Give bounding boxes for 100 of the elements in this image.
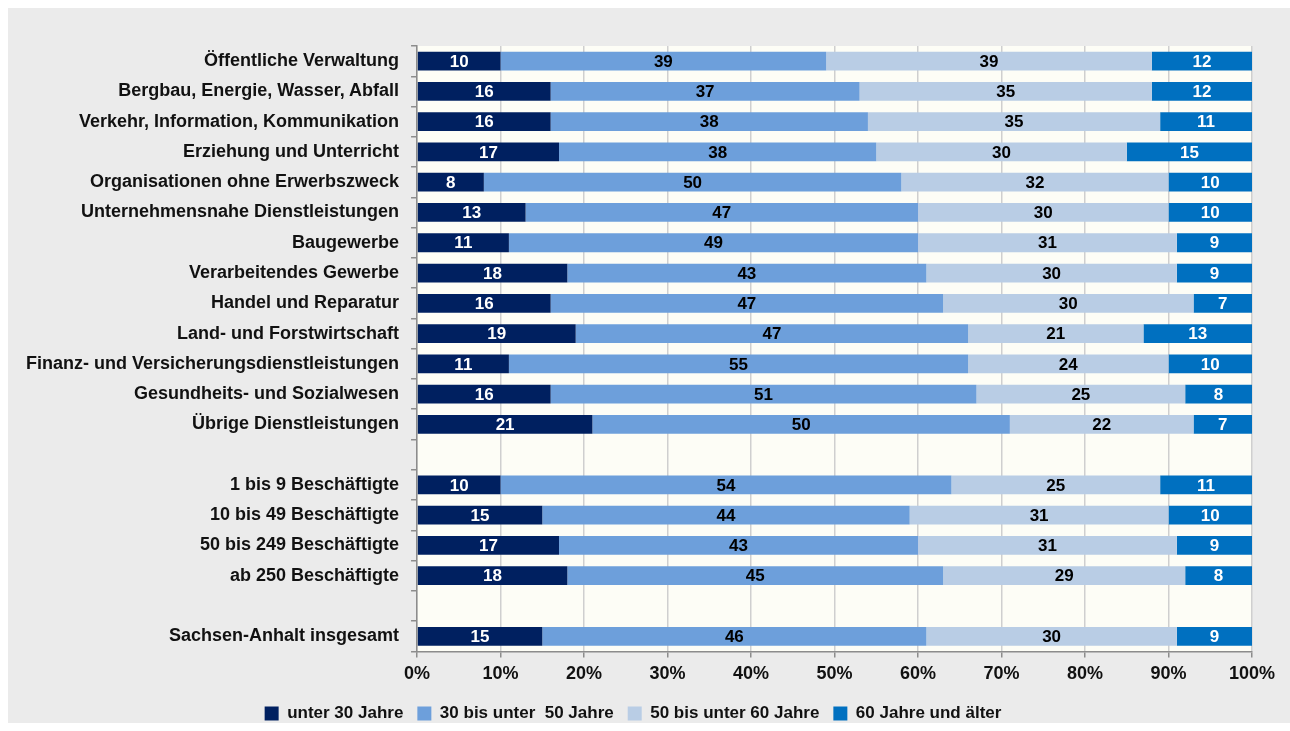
y-tick-label: Unternehmensnahe Dienstleistungen xyxy=(80,201,400,222)
data-label: 15 xyxy=(470,505,490,525)
bar xyxy=(1168,505,1252,525)
bar xyxy=(550,82,860,101)
bar xyxy=(943,293,1194,313)
bar xyxy=(592,414,1010,434)
legend-label: 30 bis unter 50 Jahre xyxy=(439,703,614,723)
data-label: 54 xyxy=(716,475,736,495)
data-label: 10 xyxy=(449,475,469,495)
bar xyxy=(567,263,927,283)
data-label: 12 xyxy=(1192,51,1212,71)
bar xyxy=(417,142,559,162)
data-label: 10 xyxy=(449,51,469,71)
x-tick-label: 30% xyxy=(649,663,686,684)
bar xyxy=(542,626,927,646)
bar xyxy=(1185,566,1252,586)
bar xyxy=(1151,51,1252,71)
bar xyxy=(542,505,910,525)
data-label: 18 xyxy=(483,263,503,283)
bar xyxy=(558,536,919,555)
bar xyxy=(1168,172,1252,192)
bar xyxy=(417,263,568,283)
legend-label: 60 Jahre und älter xyxy=(855,703,1002,723)
data-label: 24 xyxy=(1058,354,1079,374)
bar xyxy=(926,626,1177,646)
bar xyxy=(567,566,944,586)
data-label: 7 xyxy=(1218,415,1228,435)
data-label: 30 xyxy=(1042,626,1062,646)
data-label: 8 xyxy=(1213,566,1224,586)
bar xyxy=(1193,293,1252,313)
data-label: 31 xyxy=(1037,536,1057,556)
data-label: 10 xyxy=(1200,354,1220,374)
bar xyxy=(508,233,919,253)
x-tick-label: 60% xyxy=(900,663,937,684)
y-tick-label: Verarbeitendes Gewerbe xyxy=(188,261,400,282)
bar xyxy=(417,566,568,586)
data-label: 39 xyxy=(653,51,673,71)
data-label: 47 xyxy=(712,203,732,223)
legend-label: 50 bis unter 60 Jahre xyxy=(650,703,820,723)
y-tick-label: Übrige Dienstleistungen xyxy=(192,413,400,434)
data-label: 16 xyxy=(474,112,494,132)
data-label: 11 xyxy=(1197,475,1216,495)
data-label: 35 xyxy=(996,82,1016,102)
bar xyxy=(918,203,1169,222)
y-tick-label: Finanz- und Versicherungsdienstleistungen xyxy=(25,352,400,373)
data-label: 17 xyxy=(478,142,498,162)
y-tick-label: Organisationen ohne Erwerbszweck xyxy=(89,171,401,192)
bar xyxy=(417,172,484,192)
data-label: 13 xyxy=(1188,324,1208,344)
data-label: 30 xyxy=(992,142,1011,162)
x-tick-label: 70% xyxy=(983,663,1020,684)
data-label: 13 xyxy=(462,203,482,223)
data-label: 55 xyxy=(729,354,748,374)
bar xyxy=(417,536,559,555)
bar xyxy=(500,51,827,71)
y-tick-label: ab 250 Beschäftigte xyxy=(229,564,400,585)
bar xyxy=(867,112,1161,132)
bar xyxy=(1176,626,1252,646)
bar xyxy=(1168,354,1252,374)
bar xyxy=(417,324,576,343)
bar xyxy=(968,354,1169,374)
data-label: 37 xyxy=(695,82,715,102)
bar xyxy=(901,172,1169,192)
data-label: 43 xyxy=(729,536,748,556)
data-label: 38 xyxy=(699,112,719,132)
data-label: 25 xyxy=(1046,475,1066,495)
data-label: 9 xyxy=(1209,263,1220,283)
data-label: 47 xyxy=(737,293,757,313)
bar xyxy=(500,475,952,495)
bar xyxy=(1143,324,1252,343)
bar xyxy=(417,626,543,646)
bar xyxy=(1168,203,1252,222)
data-label: 38 xyxy=(708,142,728,162)
data-label: 39 xyxy=(979,51,999,71)
data-label: 10 xyxy=(1200,172,1220,192)
data-label: 21 xyxy=(495,415,515,435)
data-label: 31 xyxy=(1029,505,1049,525)
bar xyxy=(943,566,1186,586)
data-label: 44 xyxy=(716,505,736,525)
data-label: 8 xyxy=(1213,384,1224,404)
data-label: 18 xyxy=(483,566,503,586)
data-label: 15 xyxy=(1179,142,1199,162)
y-tick-label: Bergbau, Energie, Wasser, Abfall xyxy=(118,80,400,101)
data-label: 15 xyxy=(470,626,490,646)
bar xyxy=(1176,263,1252,283)
x-tick-label: 40% xyxy=(733,663,770,684)
data-label: 10 xyxy=(1200,505,1220,525)
data-label: 50 xyxy=(791,415,811,435)
data-label: 9 xyxy=(1209,626,1220,646)
data-label: 47 xyxy=(762,324,782,344)
bar xyxy=(909,505,1169,525)
data-label: 12 xyxy=(1192,82,1212,102)
data-label: 49 xyxy=(704,233,723,253)
data-label: 45 xyxy=(745,566,765,586)
bar xyxy=(550,112,868,132)
bar xyxy=(417,384,551,404)
x-tick-label: 90% xyxy=(1150,663,1187,684)
bar xyxy=(550,384,977,404)
legend-label: unter 30 Jahre xyxy=(287,703,404,723)
data-label: 22 xyxy=(1092,415,1112,435)
